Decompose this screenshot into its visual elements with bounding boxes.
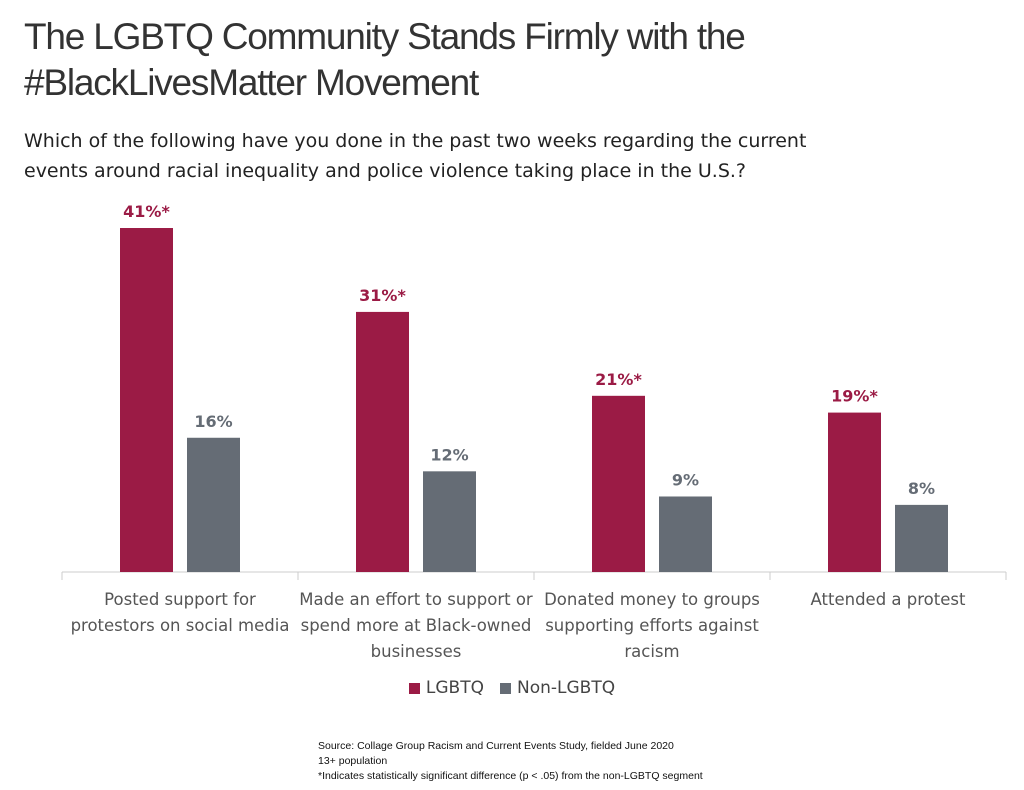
x-tick-label: Donated money to groups supporting effor… [544,590,760,661]
note: 13+ population [318,755,388,767]
legend: LGBTQ Non-LGBTQ [0,678,1024,699]
data-label: 41%* [123,202,170,221]
notes: Source: Collage Group Racism and Current… [318,739,703,784]
data-label: 12% [430,445,468,464]
chart-title: The LGBTQ Community Stands Firmly with t… [24,16,746,103]
note: *Indicates statistically significant dif… [318,770,703,782]
bar [828,412,881,572]
data-label: 21%* [595,370,642,389]
bar [659,496,712,572]
legend-label: Non-LGBTQ [516,678,616,698]
legend-swatch [408,682,420,694]
legend-item: LGBTQ [408,678,484,698]
x-tick-label: Attended a protest [810,590,966,609]
legend-swatch [499,682,511,694]
note: Source: Collage Group Racism and Current… [318,740,674,752]
bar [187,437,240,572]
x-tick-label: Made an effort to support or spend more … [299,590,533,661]
data-label: 8% [908,479,935,498]
legend-label: LGBTQ [425,678,484,698]
x-tick-label: Posted support for protestors on social … [70,590,290,635]
data-label: 31%* [359,286,406,305]
data-label: 16% [194,412,232,431]
data-label: 9% [672,470,699,489]
legend-item: Non-LGBTQ [499,678,616,698]
chart-subtitle: Which of the following have you done in … [24,130,807,182]
bar [356,311,409,572]
bar [895,504,948,572]
bar [120,228,173,572]
bar [423,471,476,572]
bar [592,395,645,572]
data-label: 19%* [831,387,878,406]
